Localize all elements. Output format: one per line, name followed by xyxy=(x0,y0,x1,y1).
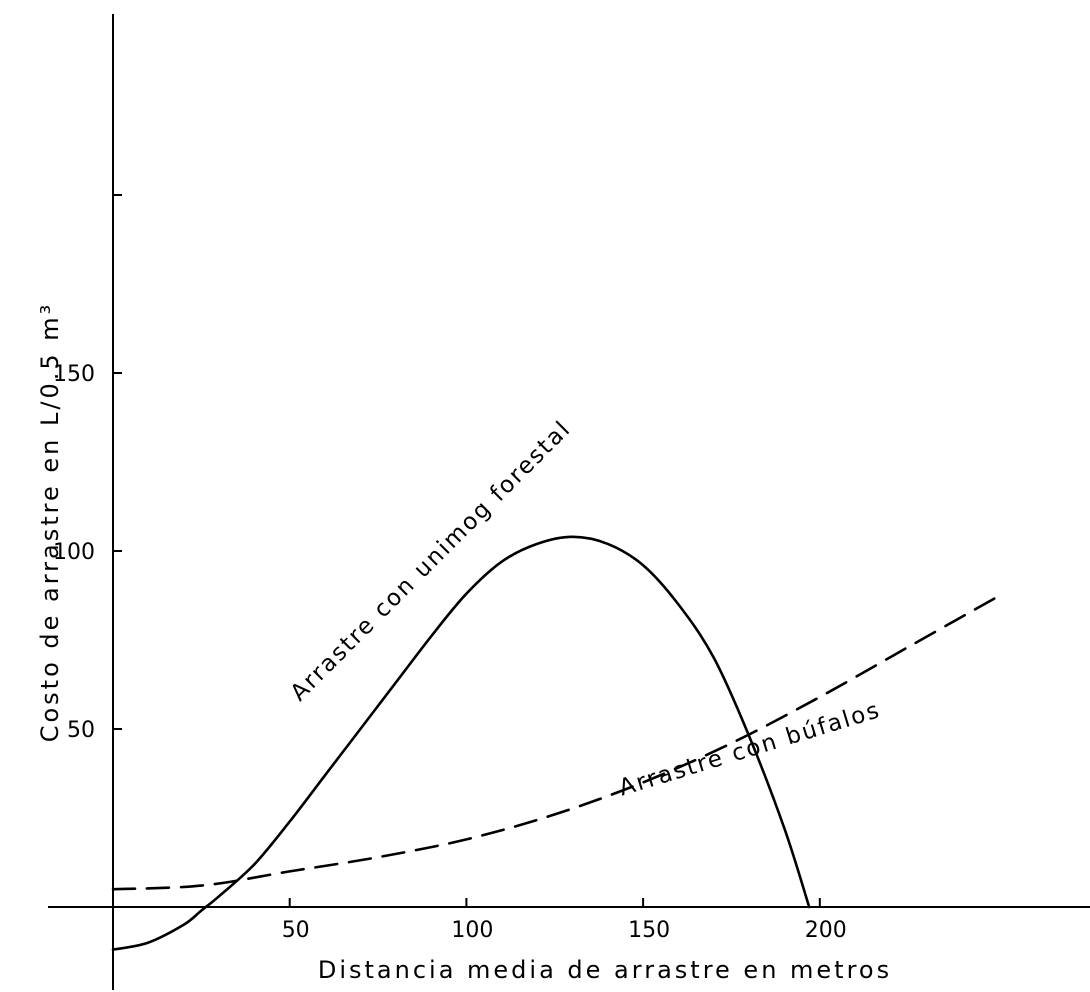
axes xyxy=(48,14,1090,990)
x-tick-label: 200 xyxy=(805,918,847,943)
x-tick-label: 100 xyxy=(451,918,493,943)
ticks: 50 100 150 50 100 150 200 xyxy=(53,194,847,943)
x-tick-label: 50 xyxy=(282,918,310,943)
series-line-bufalos xyxy=(111,596,998,891)
y-tick-label: 50 xyxy=(67,718,95,743)
x-axis-title: Distancia media de arrastre en metros xyxy=(318,956,892,984)
y-axis-title: Costo de arrastre en L/0.5 m³ xyxy=(36,302,64,743)
x-tick-label: 150 xyxy=(628,918,670,943)
y-tick-label: 150 xyxy=(53,362,95,387)
series-label-unimog: Arrastre con unimog forestal xyxy=(286,416,577,707)
series-line-unimog xyxy=(111,535,811,951)
y-tick-label: 100 xyxy=(53,540,95,565)
labels-layer: Distancia media de arrastre en metros Co… xyxy=(36,302,892,984)
series-layer xyxy=(111,535,998,951)
series-label-bufalos: Arrastre con búfalos xyxy=(616,697,884,801)
